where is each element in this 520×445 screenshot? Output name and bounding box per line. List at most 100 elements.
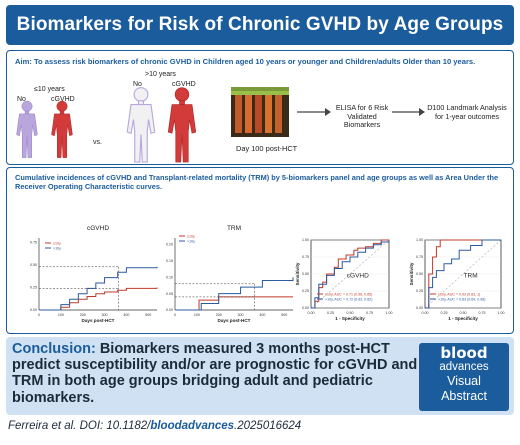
citation: Ferreira et al. DOI: 10.1182/bloodadvanc…: [8, 420, 301, 432]
legend-entry: >10y: [53, 247, 61, 251]
y-tick-label: 0.00: [302, 306, 309, 310]
series-line: [39, 287, 158, 311]
legend-entry: >10y, AUC = 0.83 (0.69, 0.98): [438, 298, 485, 302]
old-group-label: >10 years: [145, 71, 176, 78]
x-axis-label: 1 - Specificity: [448, 316, 478, 321]
logo-abstract: Abstract: [441, 389, 487, 404]
y-tick-label: 0.25: [30, 286, 37, 290]
y-tick-label: 1.00: [302, 238, 309, 242]
adult-no-gvhd-figure: [126, 87, 156, 163]
title-banner: Biomarkers for Risk of Chronic GVHD by A…: [6, 5, 514, 45]
blood-advances-logo: blood advances Visual Abstract: [419, 343, 509, 411]
x-tick-label: 300: [102, 313, 108, 317]
x-tick-label: 200: [80, 313, 86, 317]
y-tick-label: 0.10: [166, 275, 173, 279]
series-line: [175, 277, 294, 311]
results-description: Cumulative incidences of cGVHD and Trans…: [15, 173, 499, 192]
vs-label: vs.: [93, 139, 102, 146]
x-tick-label: 0.75: [366, 311, 373, 315]
y-tick-label: 0.00: [416, 306, 423, 310]
series-line: [425, 239, 501, 309]
legend-entry: ≤10y, AUC = 0.93 (0.83, 1): [438, 293, 480, 297]
y-tick-label: 0.25: [302, 289, 309, 293]
legend-entry: >10y: [187, 240, 195, 244]
results-panel: Cumulative incidences of cGVHD and Trans…: [6, 167, 514, 334]
x-tick-label: 0.00: [308, 311, 315, 315]
citation-journal: bloodadvances: [150, 420, 235, 432]
logo-advances: advances: [439, 361, 489, 373]
chart-title: TRM: [464, 272, 478, 279]
y-tick-label: 0.20: [166, 243, 173, 247]
legend-entry: >10y, AUC = 0.72 (0.62, 0.82): [325, 298, 372, 302]
young-cgvhd-label: cGVHD: [51, 96, 75, 103]
aim-panel: Aim: To assess risk biomarkers of chroni…: [6, 50, 514, 165]
legend-entry: ≤10y: [187, 235, 195, 239]
y-tick-label: 1.00: [416, 238, 423, 242]
logo-blood: blood: [440, 344, 488, 362]
x-tick-label: 400: [123, 313, 129, 317]
x-tick-label: 0.25: [441, 311, 448, 315]
x-tick-label: 500: [145, 313, 151, 317]
page-title: Biomarkers for Risk of Chronic GVHD by A…: [16, 14, 504, 35]
y-tick-label: 0.00: [30, 308, 37, 312]
process-illustration: [16, 87, 425, 163]
y-tick-label: 0.50: [30, 263, 37, 267]
chart-title: cGVHD: [87, 225, 109, 232]
young-no-label: No: [17, 96, 26, 103]
y-tick-label: 0.50: [416, 272, 423, 276]
y-axis-label: Sensitivity: [409, 262, 414, 285]
series-line: [311, 239, 389, 309]
chart-title: cGVHD: [347, 272, 369, 279]
citation-prefix: Ferreira et al. DOI: 10.1182/: [8, 420, 151, 432]
chart-title: TRM: [227, 225, 241, 232]
y-axis-label: Sensitivity: [295, 262, 300, 285]
adult-cgvhd-figure: [167, 87, 197, 163]
x-tick-label: 0.00: [422, 311, 429, 315]
x-tick-label: 0.50: [347, 311, 354, 315]
series-line: [425, 239, 501, 309]
sample-label: Day 100 post-HCT: [236, 144, 298, 153]
citation-suffix: .2025016624: [234, 420, 302, 432]
landmark-text: D100 Landmark Analysis for 1-year outcom…: [427, 103, 507, 121]
logo-visual: Visual: [447, 374, 481, 389]
x-tick-label: 0.50: [460, 311, 467, 315]
x-tick-label: 200: [216, 313, 222, 317]
x-axis-label: Days post-HCT: [218, 318, 251, 323]
conclusion: Conclusion: Biomarkers measured 3 months…: [12, 341, 422, 406]
legend-entry: ≤10y, AUC = 0.71 (0.56, 0.85): [325, 293, 372, 297]
y-tick-label: 0.25: [416, 289, 423, 293]
aim-text: Aim: To assess risk biomarkers of chroni…: [15, 57, 476, 66]
roc-diagonal: [424, 239, 502, 309]
young-group-label: ≤10 years: [34, 86, 65, 93]
arrow-icon: [297, 108, 425, 116]
roc-diagonal: [310, 239, 390, 309]
x-tick-label: 1.00: [386, 311, 393, 315]
x-tick-label: 0: [174, 313, 176, 317]
x-tick-label: 0.25: [327, 311, 334, 315]
elisa-text: ELISA for 6 Risk Validated Biomarkers: [335, 103, 389, 130]
x-tick-label: 100: [58, 313, 64, 317]
y-tick-label: 0.50: [302, 272, 309, 276]
x-tick-label: 0: [38, 313, 40, 317]
x-tick-label: 400: [259, 313, 265, 317]
y-tick-label: 0.75: [302, 255, 309, 259]
y-tick-label: 0.00: [166, 308, 173, 312]
x-tick-label: 0.75: [479, 311, 486, 315]
old-no-label: No: [133, 81, 142, 88]
series-line: [175, 296, 293, 311]
x-tick-label: 300: [238, 313, 244, 317]
child-no-gvhd-figure: [16, 100, 38, 159]
child-cgvhd-figure: [51, 100, 73, 159]
y-tick-label: 0.75: [30, 241, 37, 245]
conclusion-heading: Conclusion:: [12, 341, 96, 357]
sample-tubes-image: [231, 87, 289, 137]
conclusion-body: Biomarkers measured 3 months post-HCT pr…: [12, 341, 418, 406]
y-tick-label: 0.05: [166, 292, 173, 296]
x-tick-label: 1.00: [498, 311, 505, 315]
x-tick-label: 100: [194, 313, 200, 317]
results-charts: cGVHD 0 100 200 300 400 500 0.00 0.25 0.50 0.75 Day…: [30, 225, 505, 323]
legend-entry: ≤10y: [53, 242, 61, 246]
x-tick-label: 500: [281, 313, 287, 317]
y-tick-label: 0.75: [416, 255, 423, 259]
y-tick-label: 0.15: [166, 259, 173, 263]
